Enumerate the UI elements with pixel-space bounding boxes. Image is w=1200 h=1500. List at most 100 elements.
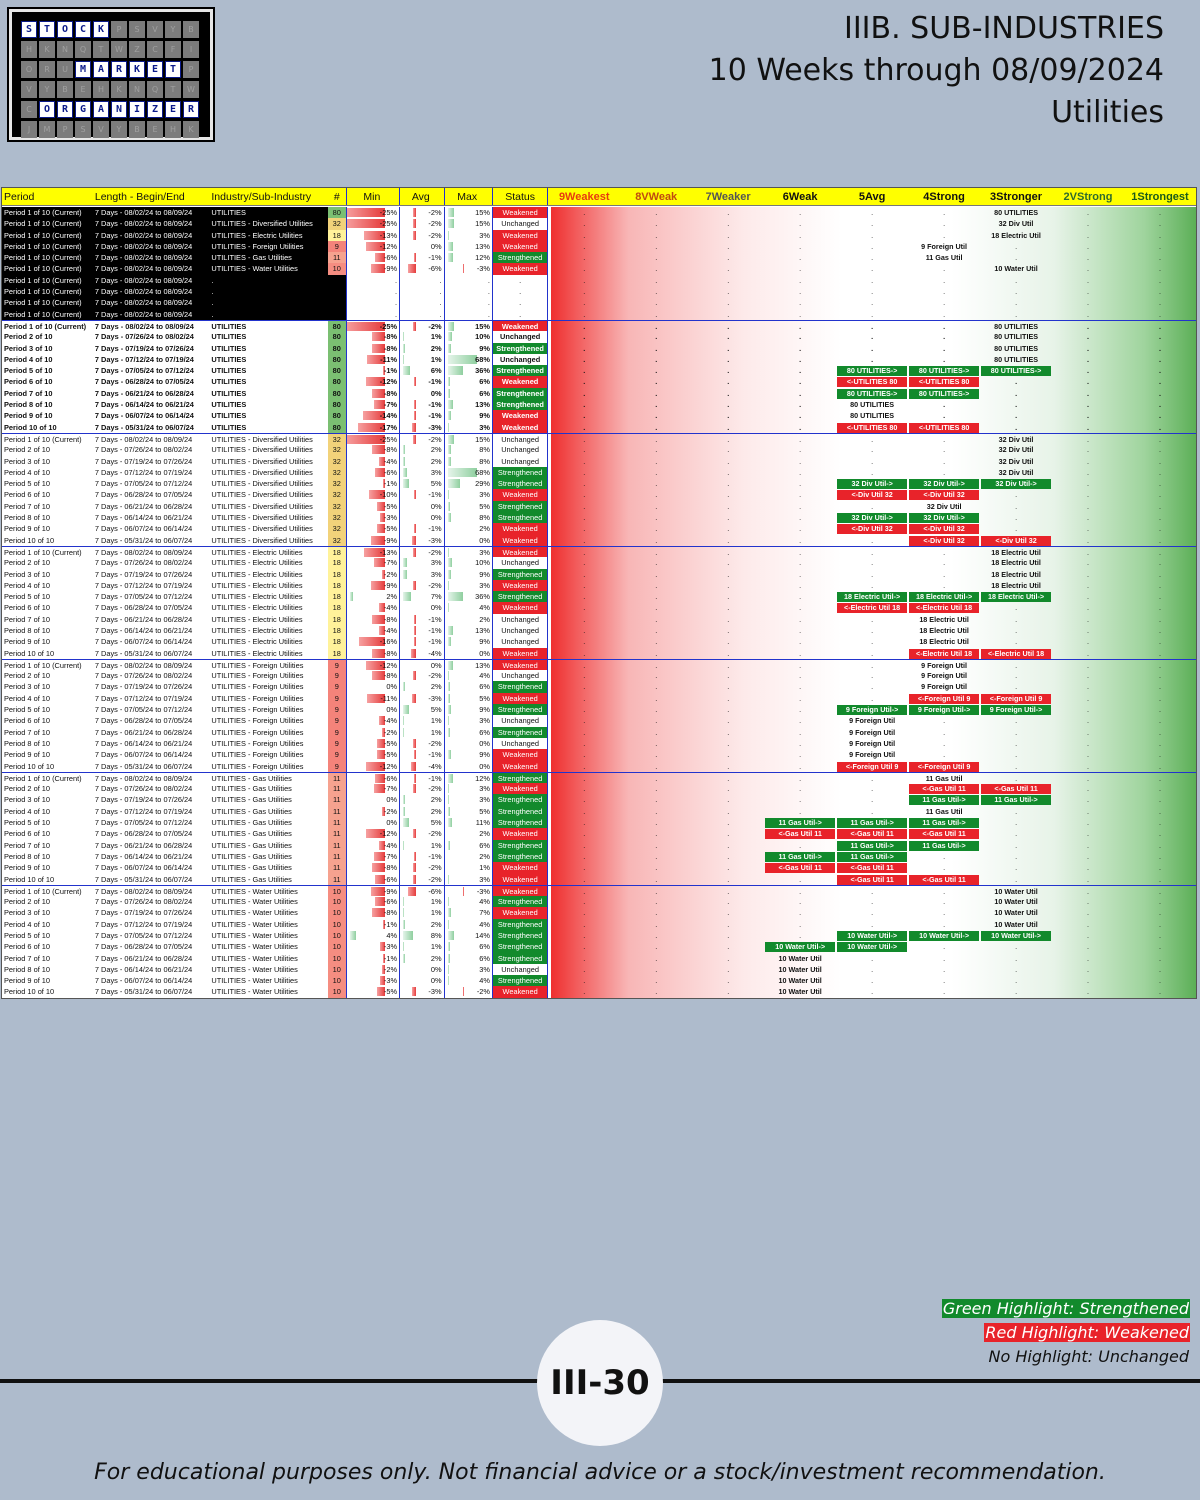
value-databar: [447, 388, 451, 398]
period-cell: Period 1 of 10 (Current): [4, 547, 82, 557]
strengthened-move-label: 10 Water Util->: [765, 942, 836, 953]
rank-cell: .: [799, 230, 802, 240]
rank-cell: <-Div Util 32: [980, 535, 1052, 546]
value-text: -1%: [383, 366, 398, 376]
value-databar: [346, 434, 386, 444]
rank-cell: .: [727, 456, 730, 466]
rank-cell: .: [655, 558, 658, 568]
value-text: 3%: [479, 490, 490, 500]
value-text: -5%: [383, 738, 398, 748]
value-text: 0%: [430, 603, 442, 613]
value-databar: [365, 241, 386, 251]
length-cell: 7 Days - 08/02/24 to 08/09/24: [94, 660, 193, 670]
rank-cell: .: [799, 660, 802, 670]
rank-cell: .: [583, 501, 586, 511]
status-cell: Strengthened: [491, 930, 549, 942]
rank-cell: .: [655, 456, 658, 466]
max-cell: .: [487, 275, 490, 285]
table-row: Period 3 of 10 7 Days - 07/19/24 to 07/26…: [2, 342, 1196, 354]
table-row: Period 1 of 10 (Current) 7 Days - 08/02/2…: [2, 884, 1196, 897]
industry-cell: UTILITIES - Gas Utilities: [211, 806, 292, 816]
count-cell: 9: [327, 681, 346, 693]
status-cell: Weakened: [491, 263, 549, 275]
rank-cell: .: [1015, 388, 1018, 398]
rank-cell: .: [1015, 840, 1018, 850]
rank-cell: .: [1159, 863, 1161, 873]
rank-cell: .: [583, 806, 586, 816]
table-row: Period 1 of 10 (Current) 7 Days - 08/02/2…: [2, 240, 1196, 253]
industry-cell: UTILITIES: [211, 400, 247, 410]
rank-cell: .: [1015, 727, 1018, 737]
min-cell: -2%: [345, 963, 399, 976]
rank-cell: .: [871, 987, 874, 997]
rank-cell: .: [1159, 964, 1161, 974]
min-cell: -5%: [345, 500, 399, 513]
avg-cell: 2%: [399, 794, 445, 806]
rank-cell: .: [1159, 298, 1161, 308]
min-cell: -4%: [345, 839, 399, 851]
value-text: 36%: [475, 592, 490, 602]
rank-cell: .: [871, 637, 874, 647]
rank-cell: .: [583, 840, 586, 850]
logo-letter-tile: R: [183, 101, 199, 118]
rank-cell: .: [1159, 705, 1161, 715]
value-text: -1%: [383, 479, 398, 489]
value-text: -8%: [383, 863, 398, 873]
rank-cell: .: [727, 750, 730, 760]
rank-cell: .: [1087, 275, 1090, 285]
rank-cell: .: [727, 343, 730, 353]
value-databar: [377, 501, 386, 511]
value-text: -11%: [380, 693, 398, 703]
value-databar: [447, 513, 451, 523]
rank-cell: <-Gas Util 11: [764, 828, 836, 840]
rank-cell: .: [1015, 942, 1018, 952]
table-row: Period 5 of 10 7 Days - 07/05/24 to 07/12…: [2, 591, 1196, 603]
value-text: 2%: [479, 851, 490, 861]
period-cell: Period 9 of 10: [4, 863, 51, 873]
rank-cell: .: [655, 818, 658, 828]
value-databar: [403, 795, 406, 805]
rank-cell: .: [1159, 592, 1161, 602]
rank-cell: <-Foreign Util 9: [908, 761, 980, 772]
value-text: -12%: [379, 761, 398, 771]
rank-cell: .: [799, 919, 802, 929]
max-cell: 6%: [445, 681, 492, 692]
status-cell: Strengthened: [491, 365, 549, 377]
value-databar: [378, 456, 386, 466]
value-databar: [447, 818, 453, 828]
rank-cell: .: [1015, 411, 1018, 421]
length-cell: 7 Days - 06/07/24 to 06/14/24: [94, 750, 193, 760]
avg-cell: -3%: [399, 534, 445, 546]
max-cell: 8%: [445, 512, 492, 523]
rank-cell: .: [583, 976, 586, 986]
count-cell: 9: [327, 749, 346, 761]
value-databar: [410, 761, 416, 771]
value-text: 0%: [430, 513, 442, 523]
max-cell: 6%: [445, 941, 492, 952]
rank-cell: .: [583, 580, 586, 590]
rank-cell: .: [943, 886, 946, 896]
value-text: -1%: [428, 614, 442, 624]
min-cell: -11%: [345, 353, 399, 366]
max-cell: 4%: [445, 602, 492, 613]
value-text: -3%: [476, 886, 490, 896]
rank-cell: <-Foreign Util 9: [980, 693, 1052, 704]
value-text: -2%: [428, 874, 442, 884]
rank-cell: 32 Div Util->: [908, 512, 980, 524]
rank-cell: .: [799, 332, 802, 342]
max-cell: 68%: [445, 354, 492, 365]
count-cell: 11: [327, 862, 346, 874]
value-databar: [403, 467, 407, 477]
rank-cell: .: [1159, 931, 1161, 940]
status-cell: Strengthened: [491, 478, 549, 490]
logo-letter-tile: K: [93, 21, 109, 38]
rank-cell: .: [1087, 264, 1090, 274]
value-text: -25%: [379, 208, 398, 217]
rank-cell: .: [655, 795, 658, 805]
min-cell: -25%: [345, 320, 399, 332]
min-cell: -9%: [345, 885, 399, 897]
rank-cell: .: [655, 490, 658, 500]
value-text: -2%: [428, 230, 442, 240]
